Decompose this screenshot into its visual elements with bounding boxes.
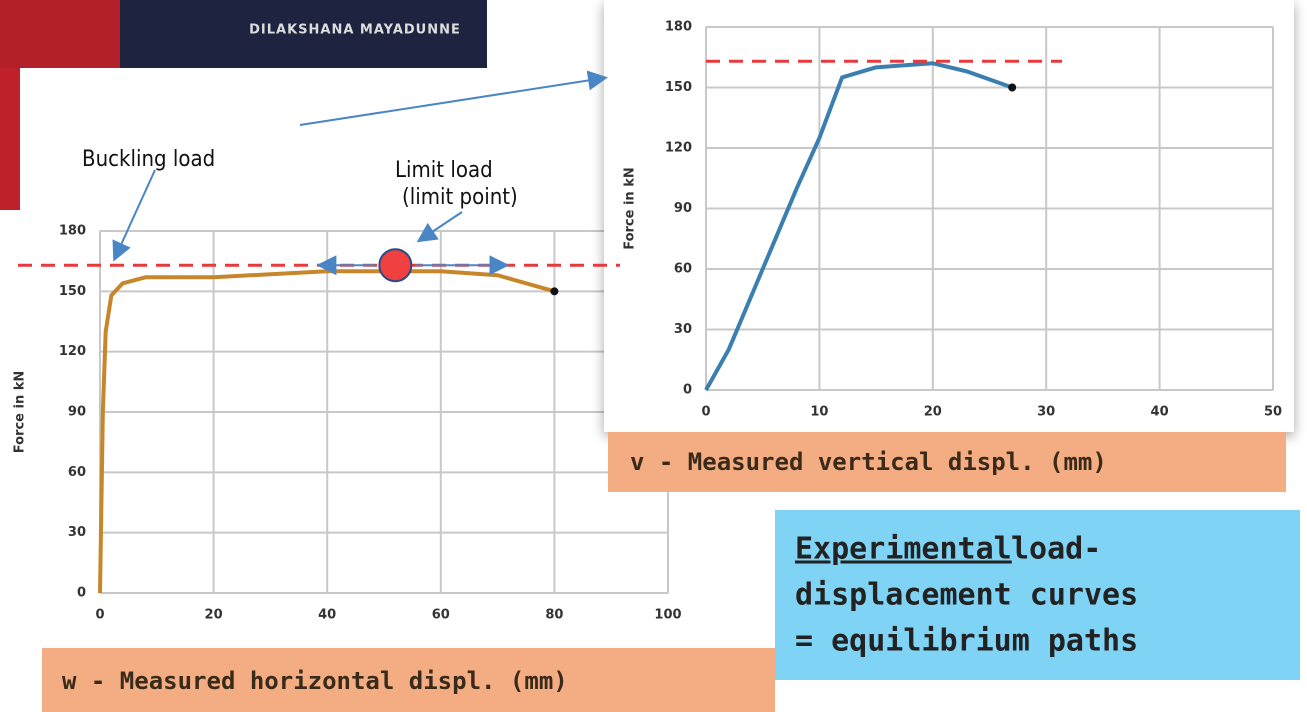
x-tick-label: 40 [1151,405,1169,420]
x-tick-label: 10 [810,405,828,420]
caption: displacement curves [795,578,1138,613]
x-tick-label: 50 [1264,405,1282,420]
x-axis-label: w - Measured horizontal displ. (mm) [62,667,568,695]
y-tick-label: 60 [68,465,86,480]
annotation: Buckling load [82,147,215,172]
arrow [416,211,463,243]
y-tick-label: 90 [674,201,692,216]
x-tick-label: 100 [654,608,681,623]
annotation: (limit point) [402,185,518,210]
x-tick-label: 80 [545,608,563,623]
y-tick-label: 0 [683,383,692,398]
x-tick-label: 20 [205,608,223,623]
x-tick-label: 0 [701,405,710,420]
y-tick-label: 150 [665,80,692,95]
y-tick-label: 30 [674,322,692,337]
left-chart: 0 30 60 90 120 150 180 0 20 40 60 80 100 Force in kN [13,224,682,623]
y-tick-label: 120 [59,344,86,359]
y-tick-label: 60 [674,262,692,277]
x-tick-label: 60 [432,608,450,623]
cover-red [0,0,120,68]
x-tick-label: 0 [95,608,104,623]
arrow [299,70,608,126]
label-box [42,648,775,712]
caption: = equilibrium paths [795,624,1138,659]
annotation: Limit load [395,158,493,183]
arrow [112,169,156,262]
limit-point [378,248,413,283]
y-tick-label: 180 [665,20,692,35]
caption: Experimental [795,532,1012,567]
x-tick-label: 30 [1037,405,1055,420]
y-tick-label: 90 [68,405,86,420]
x-axis-label: v - Measured vertical displ. (mm) [630,448,1107,476]
y-axis-label: Force in kN [13,371,28,454]
y-tick-label: 120 [665,141,692,156]
line [98,269,555,594]
right-chart: 0 30 60 90 120 150 180 0 10 20 30 40 50 Force in kN [623,20,1283,420]
y-tick-label: 150 [59,284,86,299]
y-tick-label: 0 [77,586,86,601]
x-tick-label: 20 [924,405,942,420]
label-box [608,432,1286,492]
end-point [550,287,559,296]
y-axis-label: Force in kN [623,167,638,250]
y-tick-label: 180 [59,224,86,239]
caption-box [775,510,1300,680]
end-point [1008,83,1017,92]
line [704,61,1013,391]
caption: load- [1011,532,1101,567]
x-tick-label: 40 [318,608,336,623]
y-tick-label: 30 [68,525,86,540]
cover-text: DILAKSHANA MAYADUNNE [249,23,461,38]
